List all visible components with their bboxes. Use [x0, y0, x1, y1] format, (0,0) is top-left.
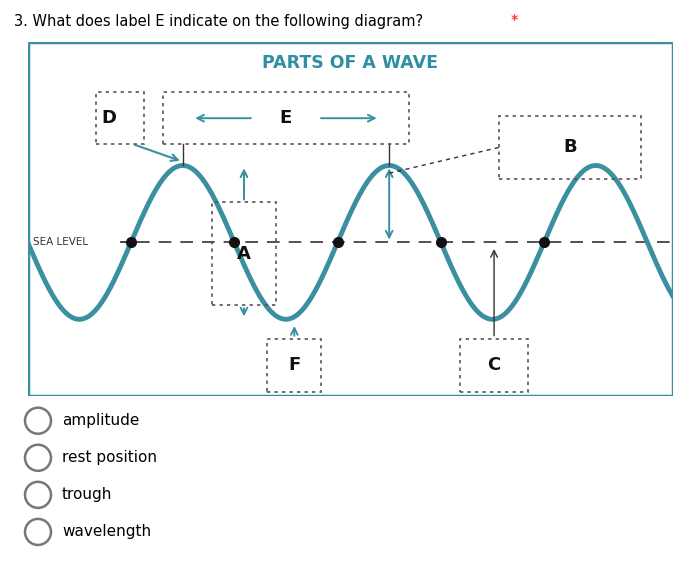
- Text: F: F: [288, 357, 301, 375]
- Bar: [96, 92, 144, 144]
- Bar: [266, 338, 321, 392]
- Text: *: *: [510, 14, 518, 29]
- Text: B: B: [563, 139, 577, 156]
- Bar: [163, 92, 409, 144]
- Text: rest position: rest position: [62, 451, 157, 465]
- Bar: [212, 203, 276, 306]
- Text: SEA LEVEL: SEA LEVEL: [33, 237, 88, 247]
- Text: A: A: [237, 245, 251, 263]
- Bar: [460, 338, 528, 392]
- Text: E: E: [280, 109, 292, 127]
- Text: wavelength: wavelength: [62, 525, 151, 539]
- Text: PARTS OF A WAVE: PARTS OF A WAVE: [262, 54, 439, 72]
- Bar: [499, 115, 641, 179]
- Text: amplitude: amplitude: [62, 413, 139, 428]
- Text: trough: trough: [62, 487, 112, 503]
- Text: D: D: [101, 109, 116, 127]
- Text: 3. What does label E indicate on the following diagram?: 3. What does label E indicate on the fol…: [14, 14, 423, 29]
- Text: C: C: [487, 357, 500, 375]
